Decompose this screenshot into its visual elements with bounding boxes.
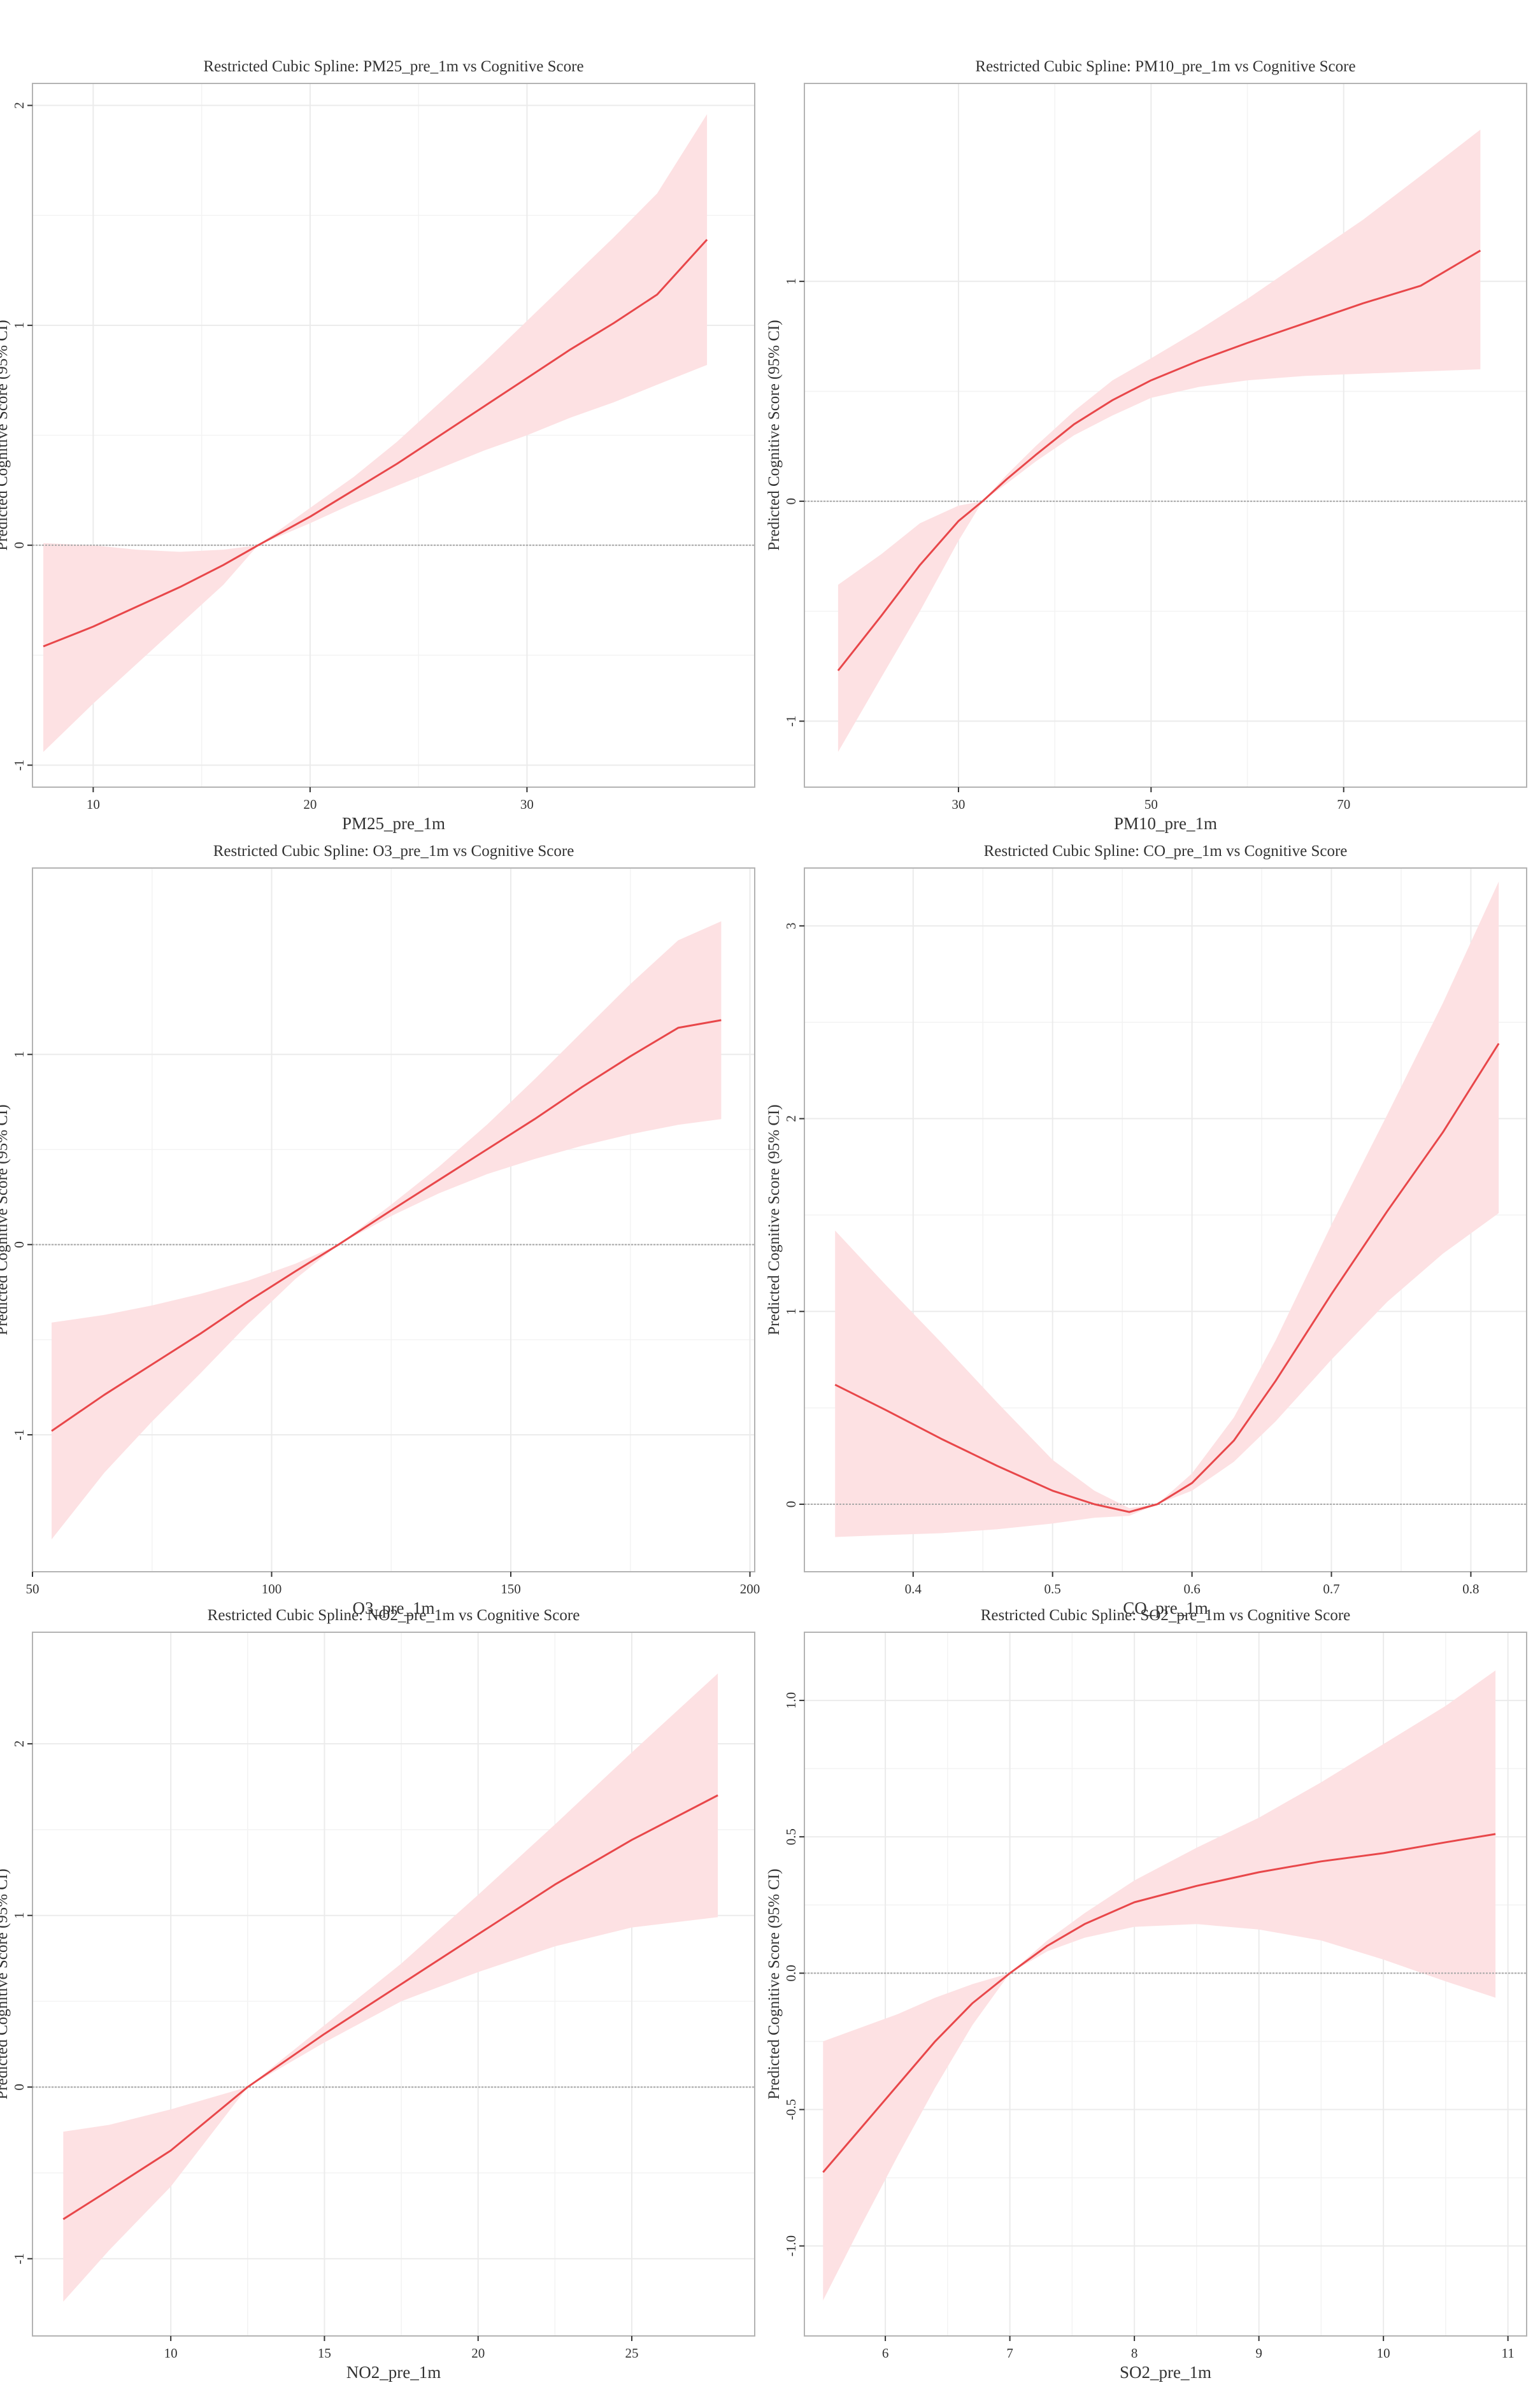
y-tick-label: 1 — [11, 322, 27, 329]
y-axis-label: Predicted Cognitive Score (95% CI) — [766, 320, 783, 550]
x-axis-label: O3_pre_1m — [353, 1598, 435, 1618]
x-tick-label: 70 — [1337, 797, 1350, 812]
y-tick-label: -1 — [11, 1429, 27, 1441]
confidence-band — [52, 921, 722, 1540]
x-tick-label: 30 — [520, 797, 534, 812]
fit-line — [43, 239, 708, 648]
y-tick-label: 0 — [11, 1241, 27, 1248]
chart-panel-5: 10 15 20 25 -1 0 1 2 Restricted Cubic Spline: NO… — [0, 1607, 755, 2382]
y-tick-label: -0.5 — [783, 2099, 799, 2120]
x-tick-label: 7 — [1006, 2345, 1013, 2361]
y-axis-label: Predicted Cognitive Score (95% CI) — [766, 1104, 783, 1335]
y-tick-label: 3 — [783, 923, 799, 930]
y-tick-label: 0 — [783, 1501, 799, 1508]
y-axis-label: Predicted Cognitive Score (95% CI) — [0, 1869, 11, 2099]
fit-line — [51, 1019, 722, 1432]
x-tick-label: 25 — [625, 2345, 638, 2361]
chart-panel-4: 0.4 0.5 0.6 0.7 0.8 0 1 2 3 Restricted Cubic Spli… — [766, 843, 1527, 1618]
chart-title: Restricted Cubic Spline: NO2_pre_1m vs C… — [208, 1607, 580, 1624]
y-tick-label: -1 — [783, 716, 799, 727]
x-axis-label: CO_pre_1m — [1123, 1598, 1208, 1618]
confidence-band — [43, 114, 708, 752]
y-tick-label: 1 — [783, 1308, 799, 1315]
x-tick-label: 50 — [1144, 797, 1158, 812]
x-tick-label: 0.8 — [1462, 1581, 1479, 1597]
x-axis-label: NO2_pre_1m — [346, 2363, 441, 2382]
y-axis-label: Predicted Cognitive Score (95% CI) — [766, 1869, 783, 2099]
y-tick-label: 1 — [11, 1912, 27, 1919]
x-tick-label: 10 — [1377, 2345, 1390, 2361]
x-tick-label: 0.6 — [1183, 1581, 1200, 1597]
confidence-band — [838, 129, 1481, 752]
confidence-band — [63, 1673, 718, 2302]
x-tick-label: 15 — [318, 2345, 331, 2361]
x-tick-label: 6 — [882, 2345, 889, 2361]
x-tick-label: 20 — [471, 2345, 485, 2361]
y-axis-label: Predicted Cognitive Score (95% CI) — [0, 320, 11, 550]
y-tick-label: -1 — [11, 2253, 27, 2265]
chart-title: Restricted Cubic Spline: PM10_pre_1m vs … — [975, 58, 1355, 75]
x-tick-label: 150 — [501, 1581, 521, 1597]
fit-line — [822, 1833, 1496, 2173]
chart-title: Restricted Cubic Spline: PM25_pre_1m vs … — [203, 58, 583, 75]
chart-title: Restricted Cubic Spline: CO_pre_1m vs Co… — [984, 843, 1348, 860]
chart-panel-1: 10 20 30 -1 0 1 2 Restricted Cubic Spline: PM25… — [0, 58, 755, 833]
y-tick-label: -1 — [11, 760, 27, 771]
y-tick-label: 0 — [11, 542, 27, 549]
panel-border — [32, 1632, 755, 2337]
chart-title: Restricted Cubic Spline: SO2_pre_1m vs C… — [981, 1607, 1351, 1624]
panel-border — [32, 83, 755, 788]
confidence-band — [835, 881, 1499, 1537]
x-tick-label: 30 — [952, 797, 965, 812]
x-tick-label: 11 — [1502, 2345, 1515, 2361]
y-tick-label: -1.0 — [783, 2235, 799, 2256]
fit-line — [834, 1043, 1500, 1513]
y-tick-label: 0.0 — [783, 1965, 799, 1981]
x-tick-label: 0.4 — [905, 1581, 922, 1597]
chart-panel-6: 6 7 8 9 10 11 -1.0 -0.5 0.0 0.5 1.0 Restricted Cubi… — [766, 1607, 1527, 2382]
y-tick-label: 2 — [11, 1740, 27, 1748]
x-tick-label: 9 — [1255, 2345, 1262, 2361]
x-tick-label: 100 — [262, 1581, 282, 1597]
fit-line — [62, 1794, 718, 2220]
y-axis-label: Predicted Cognitive Score (95% CI) — [0, 1104, 11, 1335]
y-tick-label: 0 — [783, 498, 799, 505]
x-axis-label: PM10_pre_1m — [1114, 814, 1217, 833]
x-tick-label: 0.7 — [1323, 1581, 1339, 1597]
x-axis-label: PM25_pre_1m — [342, 814, 445, 833]
y-tick-label: 1 — [783, 278, 799, 285]
chart-panel-2: 30 50 70 -1 0 1 Restricted Cubic Spline: PM10_… — [766, 58, 1527, 833]
x-tick-label: 200 — [740, 1581, 760, 1597]
chart-panel-3: 50 100 150 200 -1 0 1 Restricted Cubic Spline: … — [0, 843, 760, 1618]
y-tick-label: 2 — [11, 102, 27, 109]
x-tick-label: 8 — [1131, 2345, 1138, 2361]
y-tick-label: 0.5 — [783, 1828, 799, 1845]
confidence-band — [823, 1670, 1496, 2301]
panel-border — [804, 867, 1527, 1572]
panel-border — [804, 83, 1527, 788]
y-tick-label: 1 — [11, 1051, 27, 1058]
x-tick-label: 10 — [164, 2345, 178, 2361]
fit-line — [837, 250, 1481, 671]
panel-border — [32, 867, 755, 1572]
x-tick-label: 0.5 — [1044, 1581, 1061, 1597]
chart-title: Restricted Cubic Spline: O3_pre_1m vs Co… — [213, 843, 574, 860]
panel-border — [804, 1632, 1527, 2337]
x-tick-label: 50 — [26, 1581, 39, 1597]
y-tick-label: 2 — [783, 1115, 799, 1122]
x-tick-label: 10 — [87, 797, 100, 812]
y-tick-label: 1.0 — [783, 1692, 799, 1709]
y-tick-label: 0 — [11, 2084, 27, 2091]
x-axis-label: SO2_pre_1m — [1120, 2363, 1211, 2382]
x-tick-label: 20 — [303, 797, 317, 812]
